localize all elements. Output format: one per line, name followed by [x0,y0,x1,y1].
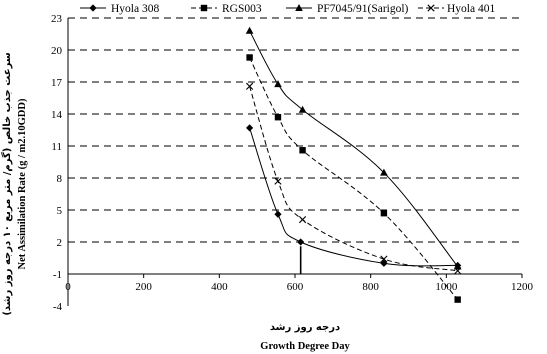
data-point [274,210,282,218]
x-axis-title-en: Growth Degree Day [260,341,350,352]
y-tick-label: 8 [57,173,63,185]
data-point [274,114,282,121]
series-square [246,54,461,303]
series-line [249,30,459,267]
data-point [246,54,253,61]
data-point [427,4,435,12]
x-tick-label: 400 [211,281,228,293]
series-x [246,82,462,275]
data-point [246,82,254,90]
series-triangle [245,26,462,270]
data-point [380,255,388,263]
data-point [245,26,254,34]
data-point [200,4,208,12]
data-point [298,216,307,224]
x-tick-label: 600 [287,281,304,293]
x-tick-label: 0 [65,281,71,293]
legend-item: Hyola 401 [418,3,495,15]
data-point [454,267,462,275]
legend-label: Hyola 401 [447,3,495,15]
data-point [453,262,462,270]
x-tick-label: 800 [362,281,379,293]
legend-label: PF7045/91(Sarigol) [317,3,409,15]
data-point [295,4,303,11]
y-tick-label: 14 [51,109,63,121]
y-axis-title-fa: سرعت جذب خالص (گرم/ متر مربع ۱۰ درجه روز… [0,52,13,315]
data-point [380,210,388,217]
y-tick-label: 17 [51,77,63,89]
data-point [299,147,306,154]
data-point [298,105,307,113]
axes: -4 -1 2 5 8 11 14 17 20 23 0 200 400 600 800 1000 1200 [51,13,534,313]
legend-item: Hyola 308 [80,3,159,15]
legend-label: Hyola 308 [111,3,159,15]
data-point [380,168,388,176]
series-line [249,127,458,267]
data-point [274,80,282,88]
legend-label: RGS003 [222,3,262,15]
y-tick-label: 5 [57,205,63,217]
data-point [89,4,97,12]
legend-item: PF7045/91(Sarigol) [286,3,409,15]
y-axis-title-en: Net Assimilation Rate (g / m2.10GDD) [17,98,28,269]
data-point [297,238,305,246]
x-tick-label: 1000 [435,281,458,293]
data-point [274,177,282,185]
y-tick-label: 2 [57,237,63,249]
y-tick-label: 20 [51,45,63,57]
x-tick-label: 1200 [511,281,534,293]
data-point [454,296,461,303]
y-tick-label: -1 [53,269,62,281]
series-group [245,26,462,303]
y-tick-label: 23 [51,13,63,25]
grid-lines [68,17,522,243]
legend-item: RGS003 [191,3,262,15]
series-line [249,57,459,300]
y-tick-label: 11 [51,141,62,153]
x-axis-title-fa: درجه روز رشد [270,322,340,333]
x-tick-label: 200 [135,281,152,293]
y-tick-label: -4 [53,301,63,313]
legend: Hyola 308 RGS003 PF7045/91(Sarigol) Hyola 4… [80,3,495,15]
data-point [246,124,254,132]
